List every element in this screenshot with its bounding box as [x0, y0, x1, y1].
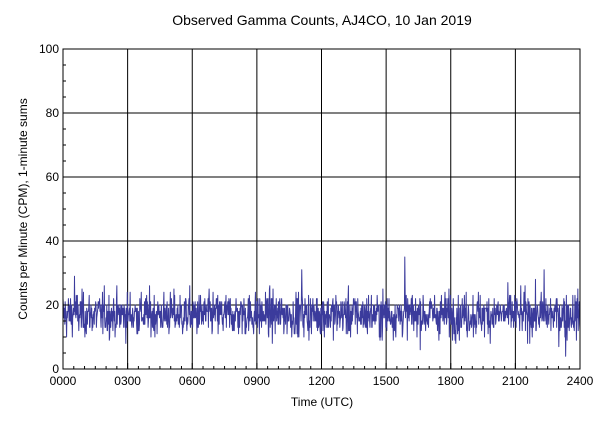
y-tick-label: 20: [46, 298, 60, 312]
x-axis-label: Time (UTC): [291, 395, 353, 409]
y-tick-label: 100: [39, 42, 59, 56]
x-tick-label: 0900: [244, 374, 271, 388]
series-layer: [62, 256, 581, 357]
grid-lines: [63, 49, 580, 369]
x-tick-label: 1200: [308, 374, 335, 388]
x-tick-label: 1800: [437, 374, 464, 388]
x-tick-label: 1500: [373, 374, 400, 388]
series-line-gamma-counts: [62, 256, 581, 357]
x-tick-labels: 0000 0300 0600 0900 1200 1500 1800 2100 2400: [50, 374, 594, 388]
y-axis-label: Counts per Minute (CPM), 1-minute sums: [16, 98, 30, 319]
x-tick-label: 0000: [50, 374, 77, 388]
x-tick-label: 2400: [567, 374, 594, 388]
chart-title: Observed Gamma Counts, AJ4CO, 10 Jan 201…: [172, 12, 472, 28]
tick-marks: [62, 48, 581, 370]
y-tick-label: 0: [52, 362, 59, 376]
x-tick-label: 0300: [114, 374, 141, 388]
y-tick-label: 40: [46, 234, 60, 248]
y-tick-label: 60: [46, 170, 60, 184]
y-tick-labels: 0 20 40 60 80 100: [39, 42, 59, 376]
y-tick-label: 80: [46, 106, 60, 120]
x-tick-label: 0600: [179, 374, 206, 388]
x-tick-label: 2100: [502, 374, 529, 388]
